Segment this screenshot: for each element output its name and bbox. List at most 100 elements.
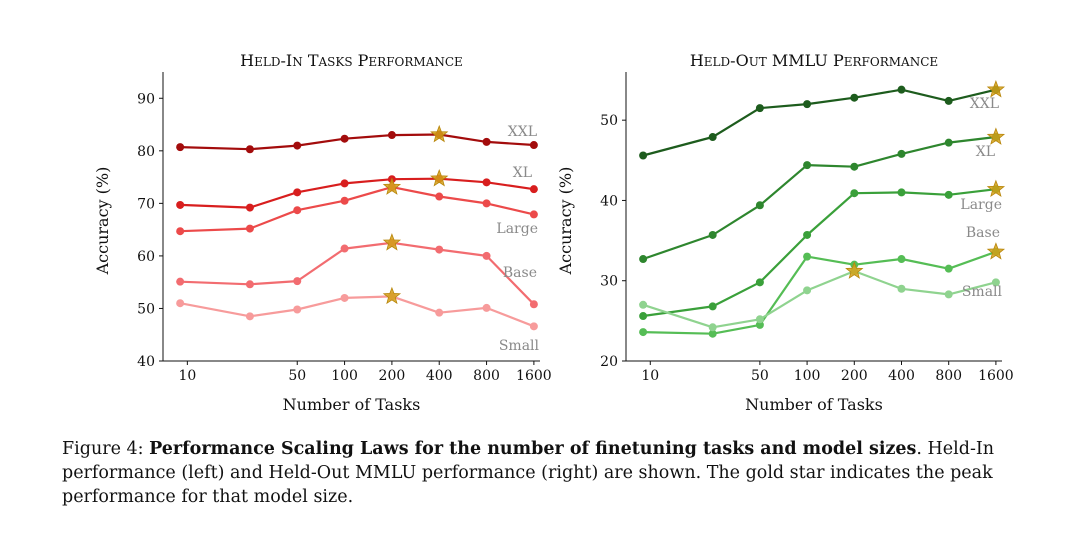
left-y-tick-label: 40 (137, 354, 155, 370)
right-data-point-base (897, 255, 906, 264)
right-data-point-large (803, 230, 812, 239)
right-data-point-base (639, 328, 648, 337)
left-data-point-xxl (245, 145, 254, 154)
left-series-label-large: Large (496, 221, 538, 237)
right-chart-title: HELD-OUT MMLU PERFORMANCE (690, 51, 938, 70)
left-chart-title: HELD-IN TASKS PERFORMANCE (240, 51, 463, 70)
left-data-point-base (482, 251, 491, 260)
left-y-tick-label: 80 (137, 144, 155, 160)
right-series-line-small (642, 270, 997, 329)
left-y-axis-label: Accuracy (%) (93, 167, 112, 276)
right-x-tick-label: 100 (794, 368, 821, 384)
right-data-point-large (897, 188, 906, 197)
left-peak-star-icon-base (382, 233, 402, 251)
right-x-tick-label: 200 (841, 368, 868, 384)
left-data-point-base (245, 280, 254, 289)
right-data-point-xl (944, 138, 953, 147)
right-x-axis-label: Number of Tasks (745, 395, 883, 414)
left-series-line-xl (180, 177, 535, 209)
right-data-point-small (991, 278, 1000, 287)
left-series-label-small: Small (499, 338, 540, 354)
left-data-point-xl (176, 200, 185, 209)
right-series-line-base (643, 250, 997, 335)
right-peak-star-icon-small (845, 261, 864, 279)
left-data-point-small (340, 293, 349, 302)
left-y-tick-label: 50 (137, 301, 155, 317)
left-data-point-xxl (293, 141, 302, 150)
right-peak-star-icon-large (986, 179, 1006, 197)
right-x-tick-label: 400 (888, 368, 915, 384)
right-data-point-xxl (897, 85, 906, 94)
right-data-point-xxl (639, 151, 648, 160)
right-data-point-base (803, 252, 812, 261)
right-data-point-large (850, 189, 859, 198)
left-data-point-xl (245, 203, 254, 212)
right-data-point-small (897, 284, 906, 293)
left-data-point-base (176, 277, 185, 286)
left-x-tick-label: 10 (178, 368, 196, 384)
left-data-point-large (482, 199, 491, 208)
right-series-line-xl (642, 135, 997, 261)
left-x-axis-label: Number of Tasks (283, 395, 421, 414)
right-data-point-small (639, 300, 648, 309)
left-peak-star-icon-large (382, 177, 402, 195)
left-data-point-small (293, 305, 302, 314)
right-data-point-small (944, 290, 953, 299)
left-data-point-large (245, 224, 254, 233)
left-data-point-small (245, 312, 254, 321)
right-series-line-large (642, 188, 997, 318)
left-data-point-large (340, 196, 349, 205)
right-y-tick-label: 50 (600, 113, 618, 129)
right-data-point-base (708, 329, 717, 338)
right-peak-star-icon-base (986, 242, 1006, 260)
left-series-label-xl: XL (513, 165, 532, 181)
right-data-point-base (944, 264, 953, 273)
left-x-tick-label: 200 (379, 368, 406, 384)
left-data-point-xl (529, 185, 538, 194)
left-data-point-xxl (529, 141, 538, 150)
right-series-line-xxl (642, 88, 997, 157)
left-data-point-large (529, 210, 538, 219)
right-x-tick-label: 1600 (978, 368, 1014, 384)
right-data-point-large (755, 278, 764, 287)
left-series-line-base (180, 241, 535, 306)
left-data-point-xxl (176, 143, 185, 152)
right-peak-star-icon-xl (986, 127, 1006, 145)
left-x-tick-label: 50 (288, 368, 306, 384)
right-data-point-xxl (803, 100, 812, 109)
left-x-tick-label: 1600 (516, 368, 552, 384)
left-y-tick-label: 70 (137, 196, 155, 212)
figure-caption: Figure 4: Performance Scaling Laws for t… (62, 437, 1037, 509)
caption-prefix: Figure 4: (62, 439, 150, 459)
left-data-point-xxl (387, 131, 396, 140)
left-y-tick-label: 90 (137, 91, 155, 107)
left-series-label-xxl: XXL (508, 124, 537, 140)
right-data-point-small (708, 323, 717, 332)
right-data-point-xxl (850, 93, 859, 102)
left-data-point-xxl (482, 137, 491, 146)
right-data-point-small (803, 286, 812, 295)
left-data-point-base (293, 277, 302, 286)
left-data-point-large (435, 192, 444, 201)
right-data-point-large (708, 302, 717, 311)
right-data-point-xxl (755, 104, 764, 113)
right-series-label-base: Base (966, 225, 1000, 241)
right-data-point-xxl (944, 96, 953, 105)
left-series-label-base: Base (503, 265, 537, 281)
right-data-point-large (639, 312, 648, 321)
right-y-tick-label: 40 (600, 193, 618, 209)
left-series-line-large (180, 186, 535, 233)
right-peak-star-icon-xxl (986, 80, 1006, 98)
left-peak-star-icon-xl (430, 169, 449, 187)
left-series-line-xxl (180, 133, 534, 151)
caption-rest: . Held-In performance (left) and Held-Ou… (62, 439, 995, 507)
right-series-label-xxl: XXL (970, 96, 999, 112)
left-data-point-small (435, 308, 444, 317)
right-x-tick-label: 50 (751, 368, 769, 384)
left-data-point-large (176, 227, 185, 236)
left-data-point-xl (482, 178, 491, 187)
right-data-point-small (755, 315, 764, 324)
left-series-line-small (179, 295, 535, 328)
left-data-point-small (176, 299, 185, 308)
left-x-tick-label: 800 (473, 368, 500, 384)
